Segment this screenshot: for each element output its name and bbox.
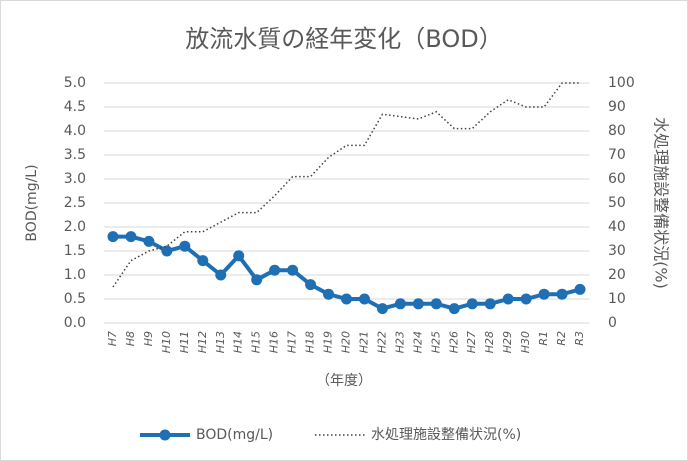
data-point: [197, 255, 209, 267]
y2-tick-label: 30: [608, 243, 626, 259]
data-point: [538, 288, 550, 300]
data-point: [179, 240, 191, 252]
data-point: [448, 303, 460, 315]
x-tick-label: H21: [357, 331, 370, 353]
data-point: [502, 293, 514, 305]
y-tick-label: 1.5: [64, 243, 86, 259]
data-point: [556, 288, 568, 300]
x-tick-label: H8: [124, 331, 137, 346]
x-tick-label: H27: [465, 331, 478, 353]
data-point: [269, 264, 281, 276]
data-point: [107, 231, 119, 243]
data-point: [161, 245, 173, 257]
legend-label: 水処理施設整備状況(%): [371, 427, 521, 443]
y2-tick-label: 0: [608, 315, 617, 331]
y-tick-label: 1.0: [64, 267, 86, 283]
x-tick-label: R2: [555, 331, 568, 346]
x-tick-label: H19: [322, 331, 335, 353]
data-point: [125, 231, 137, 243]
data-point: [287, 264, 299, 276]
y-tick-label: 5.0: [64, 75, 86, 91]
legend-marker: [159, 429, 171, 441]
data-point: [520, 293, 532, 305]
x-tick-label: H10: [160, 331, 173, 353]
x-tick-label: H14: [232, 331, 245, 353]
data-point: [394, 298, 406, 310]
y-tick-label: 3.0: [64, 171, 86, 187]
x-tick-label: H29: [501, 331, 514, 353]
data-point: [233, 250, 245, 262]
y2-axis-title: 水処理施設整備状況(%): [652, 117, 671, 289]
data-point: [323, 288, 335, 300]
x-tick-label: H15: [250, 331, 263, 353]
x-tick-label: H28: [483, 331, 496, 353]
y2-tick-label: 100: [608, 75, 635, 91]
x-tick-label: H7: [106, 331, 119, 346]
x-tick-label: H12: [196, 331, 209, 353]
y-tick-label: 2.0: [64, 219, 86, 235]
data-point: [574, 283, 586, 295]
data-point: [484, 298, 496, 310]
y-tick-label: 4.0: [64, 123, 86, 139]
x-tick-label: H9: [142, 331, 155, 346]
legend-label: BOD(mg/L): [196, 427, 273, 443]
y2-tick-label: 20: [608, 267, 626, 283]
x-tick-label: H11: [178, 331, 191, 353]
data-point: [412, 298, 424, 310]
data-point: [143, 235, 155, 247]
data-point: [358, 293, 370, 305]
x-tick-label: H26: [447, 331, 460, 353]
y2-tick-label: 50: [608, 195, 626, 211]
x-tick-label: H13: [214, 331, 227, 353]
data-point: [376, 303, 388, 315]
data-point: [305, 279, 317, 291]
x-tick-label: H30: [519, 331, 532, 353]
data-point: [341, 293, 352, 305]
y2-tick-label: 60: [608, 171, 626, 187]
y2-tick-label: 40: [608, 219, 626, 235]
y-axis-title: BOD(mg/L): [24, 164, 40, 241]
y2-tick-label: 80: [608, 123, 626, 139]
x-tick-label: R1: [537, 331, 550, 346]
data-point: [251, 274, 263, 286]
y-tick-label: 4.5: [64, 99, 86, 115]
y-tick-label: 3.5: [64, 147, 86, 163]
x-axis-title: （年度）: [316, 373, 372, 389]
x-tick-label: H16: [268, 331, 281, 353]
x-tick-label: H20: [340, 331, 353, 353]
data-point: [430, 298, 442, 310]
y2-tick-label: 70: [608, 147, 626, 163]
y-tick-label: 0.0: [64, 315, 86, 331]
y2-tick-label: 90: [608, 99, 626, 115]
x-tick-label: H17: [286, 331, 299, 353]
y-tick-label: 0.5: [64, 291, 86, 307]
data-point: [215, 269, 227, 281]
x-tick-label: H24: [411, 331, 424, 353]
y2-tick-label: 10: [608, 291, 626, 307]
y-tick-label: 2.5: [64, 195, 86, 211]
x-tick-label: H25: [429, 331, 442, 353]
data-point: [466, 298, 478, 310]
x-tick-label: H22: [375, 331, 388, 353]
chart-title: 放流水質の経年変化（BOD）: [185, 25, 502, 53]
x-tick-label: H23: [393, 331, 406, 353]
x-tick-label: R3: [573, 331, 586, 346]
x-tick-label: H18: [304, 331, 317, 353]
